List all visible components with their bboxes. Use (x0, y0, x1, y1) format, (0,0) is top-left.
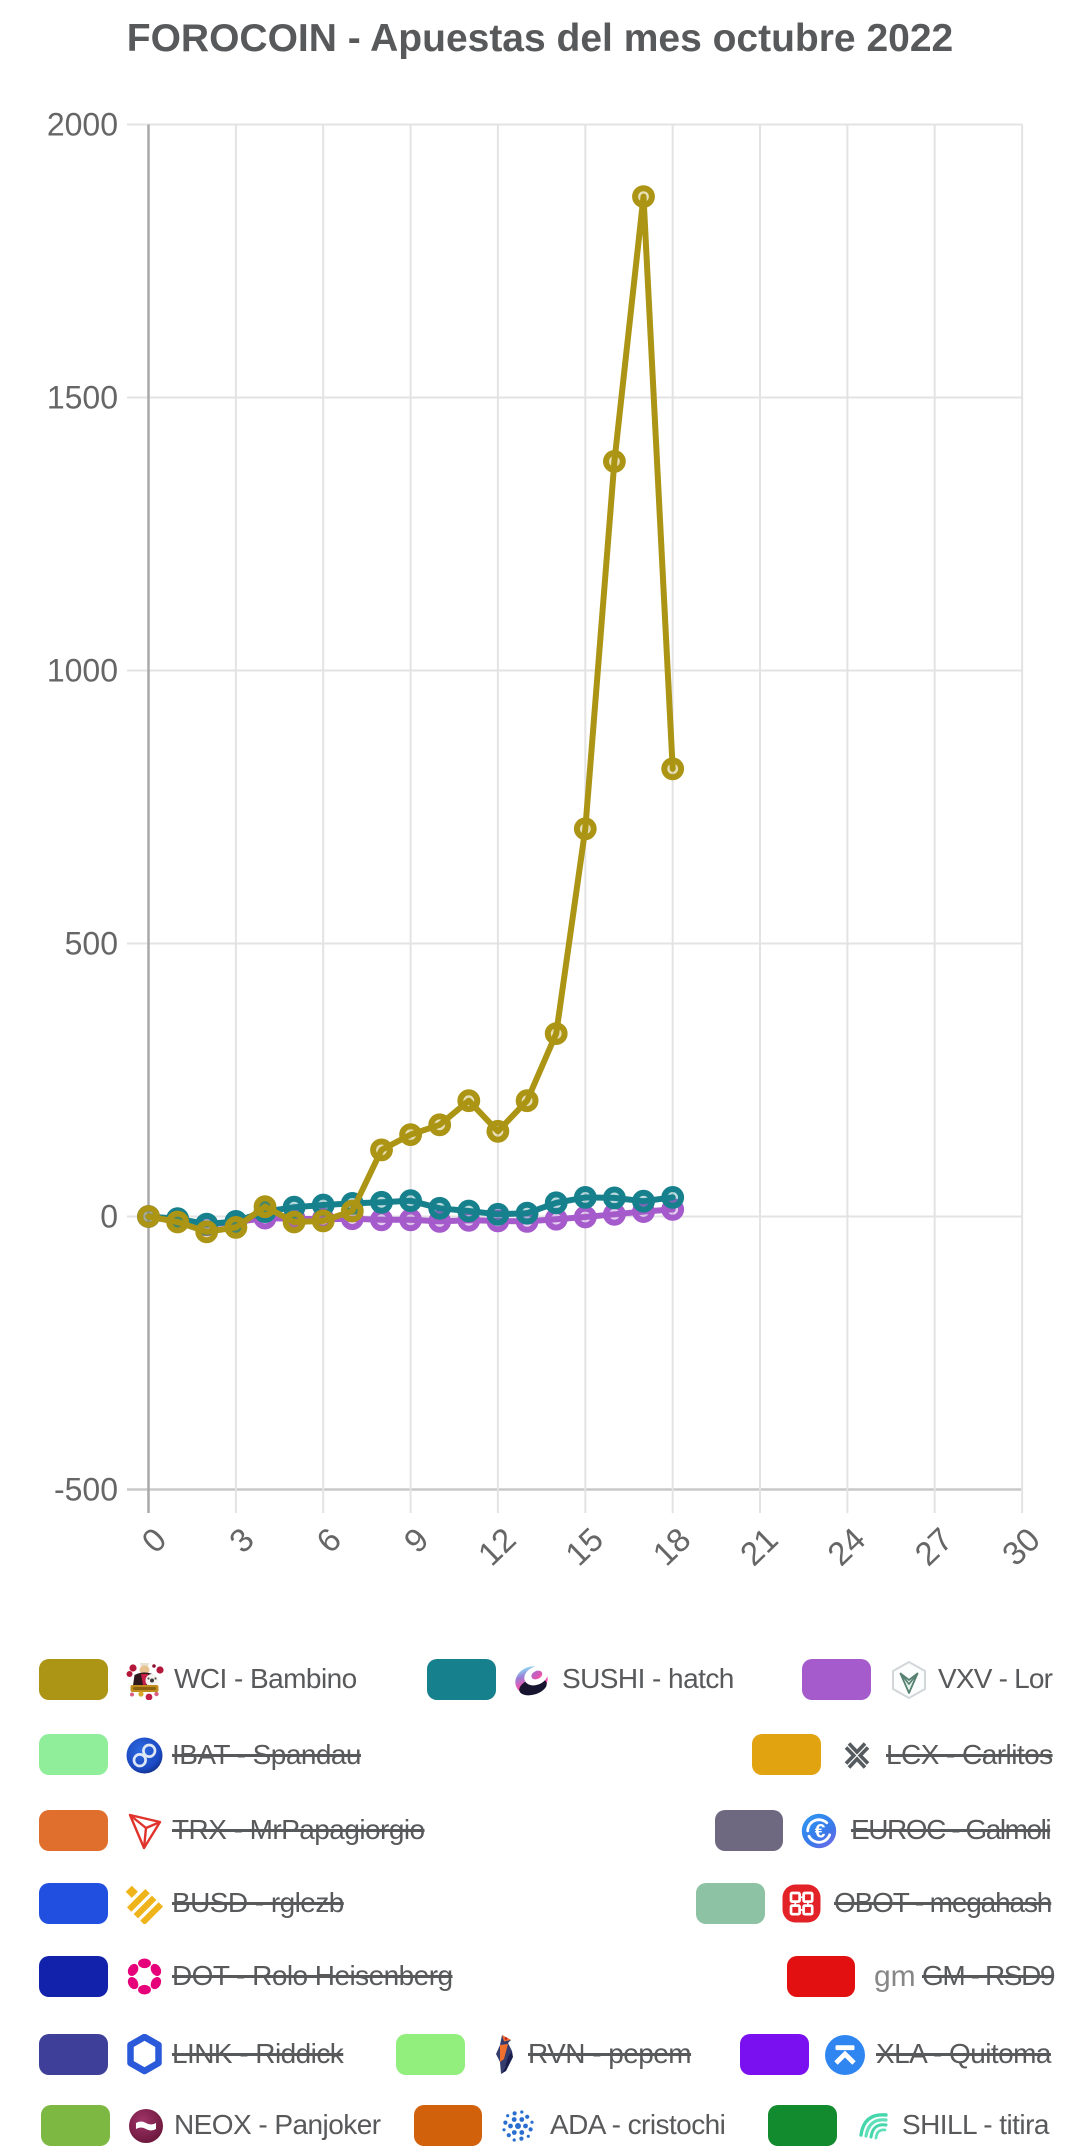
svg-text:9: 9 (397, 1520, 436, 1559)
svg-text:3: 3 (222, 1520, 261, 1559)
svg-text:-500: -500 (54, 1472, 118, 1508)
svg-text:30: 30 (995, 1520, 1047, 1572)
svg-text:15: 15 (558, 1520, 610, 1572)
svg-text:€: € (815, 1821, 826, 1842)
svg-text:0: 0 (134, 1520, 173, 1559)
svg-text:24: 24 (820, 1520, 872, 1572)
svg-text:18: 18 (645, 1520, 697, 1572)
svg-text:0: 0 (100, 1199, 118, 1235)
svg-text:1500: 1500 (47, 380, 118, 416)
svg-text:21: 21 (733, 1520, 785, 1572)
svg-text:500: 500 (65, 926, 118, 962)
svg-text:6: 6 (309, 1520, 348, 1559)
svg-text:12: 12 (471, 1520, 523, 1572)
svg-text:27: 27 (907, 1520, 959, 1572)
svg-text:2000: 2000 (47, 107, 118, 143)
svg-text:1000: 1000 (47, 653, 118, 689)
